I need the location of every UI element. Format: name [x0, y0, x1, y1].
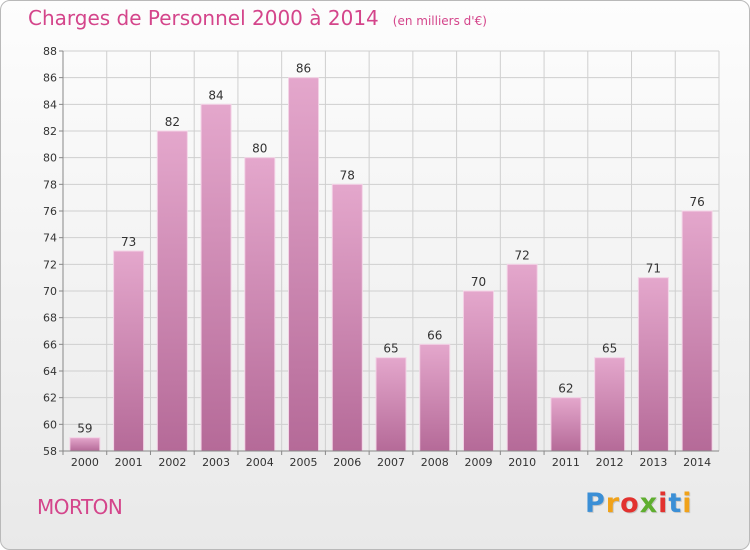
bar-2000 — [69, 437, 101, 452]
y-tick-label: 72 — [43, 258, 57, 271]
x-tick-label-2001: 2001 — [115, 456, 143, 469]
chart-title-text: Charges de Personnel 2000 à 2014 — [28, 6, 379, 30]
logo-letter: i — [658, 488, 669, 519]
data-label-2012: 65 — [602, 342, 617, 356]
y-tick-label: 76 — [43, 205, 57, 218]
bar-2012 — [594, 357, 626, 452]
x-tick-label-2004: 2004 — [246, 456, 274, 469]
logo-letter: x — [639, 488, 659, 519]
bar-2005 — [288, 77, 320, 452]
y-tick-label: 60 — [43, 418, 57, 431]
bar-2013 — [637, 277, 669, 452]
logo-letter: t — [668, 488, 683, 519]
data-label-2004: 80 — [252, 142, 267, 156]
data-label-2003: 84 — [208, 88, 223, 102]
x-tick-label-2000: 2000 — [71, 456, 99, 469]
data-label-2000: 59 — [77, 422, 92, 436]
y-tick-label: 84 — [43, 98, 57, 111]
data-label-2010: 72 — [515, 248, 530, 262]
data-label-2001: 73 — [121, 235, 136, 249]
x-tick-label-2007: 2007 — [377, 456, 405, 469]
y-tick-label: 82 — [43, 125, 57, 138]
logo-letter: i — [682, 488, 693, 519]
y-tick-label: 64 — [43, 365, 57, 378]
y-tick-label: 78 — [43, 178, 57, 191]
commune-name: MORTON — [37, 495, 123, 519]
data-label-2009: 70 — [471, 275, 486, 289]
bar-2009 — [462, 290, 494, 452]
data-label-2008: 66 — [427, 328, 442, 342]
bar-2001 — [113, 250, 145, 452]
proxiti-logo: Proxiti — [585, 488, 693, 519]
data-label-2011: 62 — [558, 382, 573, 396]
logo-letter: o — [620, 488, 640, 519]
x-tick-label-2013: 2013 — [639, 456, 667, 469]
x-tick-label-2002: 2002 — [158, 456, 186, 469]
data-label-2005: 86 — [296, 62, 311, 76]
y-tick-label: 88 — [43, 45, 57, 58]
x-tick-label-2008: 2008 — [421, 456, 449, 469]
bar-2008 — [419, 343, 451, 452]
x-tick-label-2005: 2005 — [290, 456, 318, 469]
data-label-2006: 78 — [340, 168, 355, 182]
y-tick-label: 62 — [43, 392, 57, 405]
chart-title: Charges de Personnel 2000 à 2014 (en mill… — [28, 6, 487, 30]
data-label-2013: 71 — [646, 262, 661, 276]
data-label-2007: 65 — [383, 342, 398, 356]
y-tick-label: 66 — [43, 338, 57, 351]
bar-2004 — [244, 157, 276, 452]
x-tick-label-2012: 2012 — [596, 456, 624, 469]
x-tick-label-2011: 2011 — [552, 456, 580, 469]
axes: 58 60 62 64 66 68 70 72 74 76 78 80 82 84 86 88 2000 2001… — [43, 45, 719, 469]
bar-2014 — [681, 210, 713, 452]
y-tick-label: 74 — [43, 232, 57, 245]
bar-2002 — [156, 130, 188, 452]
x-tick-label-2009: 2009 — [464, 456, 492, 469]
logo-letter: r — [605, 488, 621, 519]
logo-letter: P — [585, 488, 606, 519]
y-tick-label: 80 — [43, 152, 57, 165]
y-tick-label: 86 — [43, 72, 57, 85]
bar-2006 — [331, 183, 363, 452]
bar-2011 — [550, 397, 582, 452]
y-tick-label: 68 — [43, 312, 57, 325]
bar-2007 — [375, 357, 407, 452]
y-tick-label: 58 — [43, 445, 57, 458]
x-tick-label-2010: 2010 — [508, 456, 536, 469]
y-tick-label: 70 — [43, 285, 57, 298]
x-tick-label-2003: 2003 — [202, 456, 230, 469]
chart-subtitle: (en milliers d'€) — [392, 14, 487, 28]
data-label-2014: 76 — [689, 195, 704, 209]
x-tick-label-2014: 2014 — [683, 456, 711, 469]
bar-2010 — [506, 263, 538, 452]
bars: 59 73 82 84 80 86 78 65 66 70 72 62 65 71 76 — [69, 62, 713, 452]
bar-2003 — [200, 103, 232, 452]
x-tick-label-2006: 2006 — [333, 456, 361, 469]
data-label-2002: 82 — [165, 115, 180, 129]
